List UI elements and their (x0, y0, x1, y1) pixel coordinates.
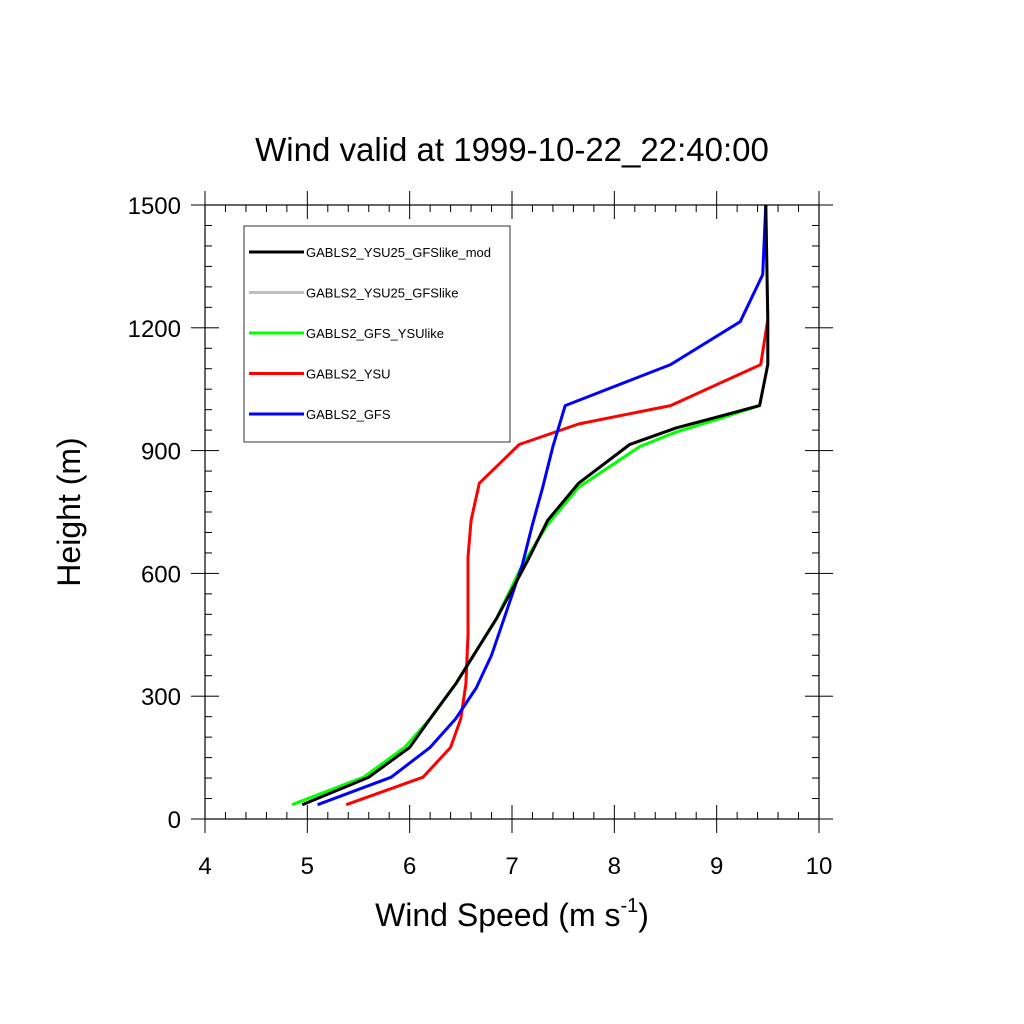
x-axis-label-main: Wind Speed (m s (375, 897, 620, 933)
y-tick-label: 0 (168, 807, 181, 834)
x-axis-label-close: ) (638, 897, 649, 933)
series-lines (291, 204, 770, 807)
x-axis-label-superscript: -1 (620, 895, 638, 917)
chart-title: Wind valid at 1999-10-22_22:40:00 (255, 131, 769, 168)
y-tick-label: 600 (141, 561, 181, 588)
y-tick-labels: 0 300 600 900 1200 1500 (128, 193, 181, 834)
x-axis-label: Wind Speed (m s-1) (375, 895, 649, 933)
legend-label: GABLS2_YSU (306, 367, 391, 382)
x-tick-label: 4 (198, 853, 211, 880)
legend-items: GABLS2_YSU25_GFSlike_mod GABLS2_YSU25_GFS… (249, 245, 491, 422)
legend-label: GABLS2_YSU25_GFSlike (306, 286, 458, 301)
series-line-gabls2-gfs (317, 204, 768, 807)
y-tick-label: 1500 (128, 193, 181, 220)
legend: GABLS2_YSU25_GFSlike_mod GABLS2_YSU25_GFS… (243, 225, 511, 443)
y-axis-label: Height (m) (51, 437, 87, 586)
x-tick-label: 9 (710, 853, 723, 880)
x-tick-labels: 4 5 6 7 8 9 10 (198, 853, 832, 880)
series-line-gabls2-ysu25-gfslike-mod (301, 204, 770, 807)
x-tick-label: 5 (301, 853, 314, 880)
x-tick-label: 7 (505, 853, 518, 880)
x-tick-label: 6 (403, 853, 416, 880)
series-line-gabls2-ysu (345, 319, 770, 807)
x-tick-label: 10 (806, 853, 833, 880)
x-tick-label: 8 (608, 853, 621, 880)
axis-ticks (191, 191, 833, 833)
legend-label: GABLS2_YSU25_GFSlike_mod (306, 245, 491, 260)
plot-frame (204, 204, 820, 820)
y-tick-label: 1200 (128, 316, 181, 343)
legend-label: GABLS2_GFS_YSUlike (306, 326, 444, 341)
legend-label: GABLS2_GFS (306, 407, 391, 422)
y-tick-label: 900 (141, 439, 181, 466)
y-tick-label: 300 (141, 684, 181, 711)
series-line-gabls2-gfs-ysulike (291, 404, 761, 807)
